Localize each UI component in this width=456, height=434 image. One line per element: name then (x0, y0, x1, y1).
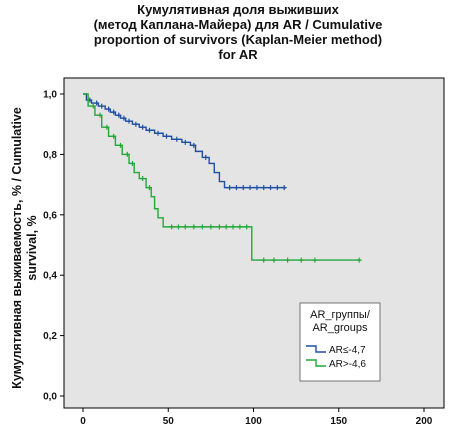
censor-mark (356, 257, 362, 263)
censor-mark (261, 257, 267, 263)
censor-mark (133, 121, 139, 127)
censor-mark (104, 124, 110, 130)
censor-mark (244, 224, 250, 230)
x-tick-label: 200 (416, 416, 433, 427)
y-tick-label: 1,0 (43, 90, 57, 101)
legend-title-line: AR_группы/ (310, 309, 371, 321)
series-layer (83, 93, 362, 263)
legend-label: AR≤-4,7 (329, 345, 366, 356)
legend-swatch (306, 359, 326, 367)
censor-mark (223, 224, 229, 230)
censor-mark (261, 185, 267, 191)
censor-mark (216, 224, 222, 230)
censor-mark (99, 103, 105, 109)
axes: 0 50 100 150 200 0,0 0,2 0,4 0,6 0,8 1,0 (43, 90, 433, 428)
x-tick-label: 150 (330, 416, 347, 427)
legend-label: AR>-4,6 (329, 359, 366, 370)
censor-mark (312, 257, 318, 263)
censor-mark (254, 185, 260, 191)
title-line: (метод Каплана-Майера) для AR / Cumulati… (93, 17, 383, 32)
x-tick-label: 100 (245, 416, 262, 427)
censor-mark (146, 127, 152, 133)
x-tick-label: 50 (163, 416, 175, 427)
censor-mark (111, 133, 117, 139)
censor-mark (129, 160, 135, 166)
censor-mark (140, 124, 146, 130)
censor-mark (164, 133, 170, 139)
y-tick-label: 0,4 (43, 271, 57, 282)
chart-title: Кумулятивная доля выживших (метод Каплан… (40, 2, 436, 62)
title-line: Кумулятивная доля выживших (137, 2, 339, 17)
title-line: for AR (218, 47, 258, 62)
censor-mark (94, 100, 100, 106)
censor-mark (106, 106, 112, 112)
censor-mark (97, 112, 103, 118)
censor-mark (230, 224, 236, 230)
censor-mark (124, 151, 130, 157)
censor-mark (90, 103, 96, 109)
censor-mark (237, 224, 243, 230)
censor-mark (227, 185, 233, 191)
censor-mark (155, 130, 161, 136)
censor-mark (111, 109, 117, 115)
censor-mark (281, 185, 287, 191)
censor-mark (285, 257, 291, 263)
legend-swatch (306, 345, 326, 353)
censor-mark (191, 224, 197, 230)
censor-mark (203, 154, 209, 160)
censor-mark (146, 185, 152, 191)
censor-mark (182, 224, 188, 230)
censor-mark (191, 142, 197, 148)
censor-mark (182, 139, 188, 145)
series-line-2 (83, 93, 361, 261)
censor-mark (298, 257, 304, 263)
censor-mark (175, 224, 181, 230)
y-tick-label: 0,8 (43, 150, 57, 161)
censor-mark (121, 115, 127, 121)
censor-mark (116, 112, 122, 118)
legend-box (299, 302, 381, 382)
y-tick-label: 0,2 (43, 331, 57, 342)
censor-mark (208, 224, 214, 230)
censor-mark (268, 185, 274, 191)
censor-mark (140, 176, 146, 182)
censor-mark (274, 185, 280, 191)
censor-mark (199, 224, 205, 230)
censor-mark (271, 257, 277, 263)
censor-mark (240, 185, 246, 191)
censor-mark (118, 142, 124, 148)
legend: AR_группы/AR_groups AR≤-4,7 AR>-4,6 (299, 302, 381, 382)
title-line: proportion of survivors (Kaplan-Meier me… (93, 32, 383, 47)
censor-mark (126, 118, 132, 124)
censor-mark (174, 136, 180, 142)
x-tick-label: 0 (80, 416, 86, 427)
legend-title-line: AR_groups (312, 322, 368, 334)
censor-mark (169, 224, 175, 230)
plot-area (63, 77, 445, 409)
censor-mark (247, 185, 253, 191)
censor-mark (233, 185, 239, 191)
y-tick-label: 0,0 (43, 392, 57, 403)
y-tick-label: 0,6 (43, 210, 57, 221)
